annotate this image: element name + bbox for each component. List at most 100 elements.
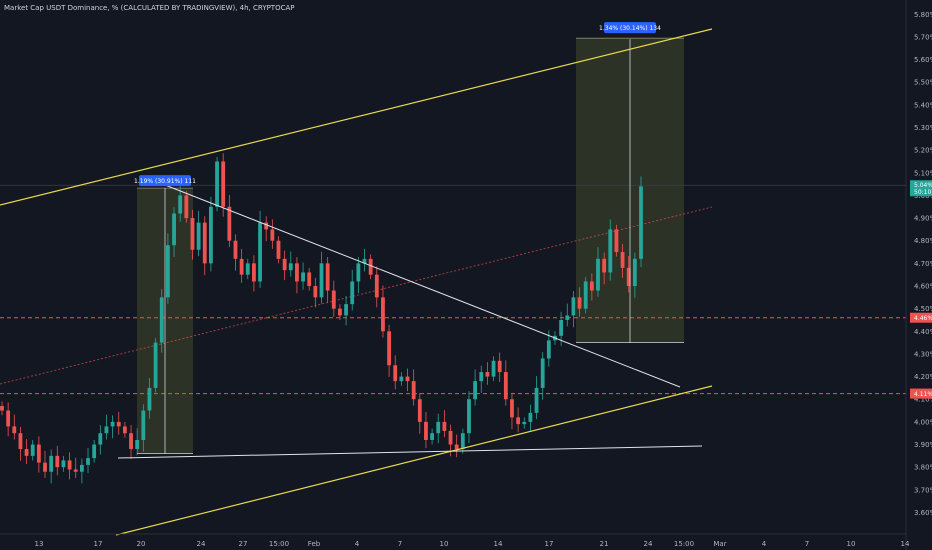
candle: [387, 324, 391, 378]
candle: [460, 428, 465, 454]
candle: [430, 428, 435, 445]
candle: [301, 262, 305, 290]
candle-body: [454, 444, 459, 450]
x-tick-label: 27: [239, 540, 248, 548]
candle: [583, 276, 588, 314]
candle: [295, 257, 299, 294]
candle-body: [282, 258, 287, 271]
candle: [208, 196, 213, 272]
last-price-badge: [910, 180, 932, 197]
candle: [454, 434, 459, 458]
x-tick-label: 17: [545, 540, 554, 548]
candle-body: [473, 381, 478, 400]
candle: [522, 417, 527, 429]
candle-body: [30, 444, 35, 456]
candle: [122, 421, 127, 438]
candle: [436, 413, 441, 444]
candle-body: [122, 426, 127, 434]
candle-body: [442, 421, 447, 431]
candle-body: [491, 360, 496, 377]
candle: [503, 360, 508, 406]
candle-body: [233, 240, 238, 259]
price-level-badge-2: [910, 388, 932, 399]
candle-body: [356, 263, 361, 282]
candle: [233, 234, 238, 271]
candle: [159, 289, 164, 353]
candle: [571, 290, 576, 328]
y-tick-label: 4.50%: [914, 305, 932, 313]
candle: [153, 338, 158, 393]
candle: [368, 254, 373, 280]
candle: [12, 414, 17, 440]
candle: [528, 404, 533, 432]
candle-body: [620, 252, 625, 268]
x-tick-label: 15:00: [674, 540, 694, 548]
x-tick-label: Mar: [713, 540, 726, 548]
candle: [540, 352, 545, 400]
candle: [589, 273, 594, 301]
candle-body: [55, 455, 60, 468]
candle: [491, 356, 496, 382]
candle-body: [43, 462, 47, 472]
candle: [319, 251, 324, 304]
candle-body: [227, 206, 232, 241]
candle-body: [467, 399, 471, 434]
candle-body: [368, 258, 373, 275]
y-tick-label: 5.60%: [914, 56, 932, 64]
candle: [350, 269, 355, 311]
candle-body: [522, 421, 527, 425]
candle-body: [135, 440, 140, 450]
y-tick-label: 4.00%: [914, 418, 932, 426]
last-price-countdown: 50:10: [914, 189, 931, 196]
y-tick-label: 5.20%: [914, 147, 932, 155]
channel-lower-line: [115, 385, 713, 536]
y-tick-label: 4.70%: [914, 260, 932, 268]
y-tick-label: 3.60%: [914, 509, 932, 517]
candle-body: [632, 258, 637, 287]
x-tick-label: 4: [762, 540, 767, 548]
candle-body: [417, 399, 422, 422]
candle: [116, 411, 121, 435]
candle: [338, 304, 342, 320]
y-tick-label: 4.10%: [914, 396, 932, 404]
y-tick-label: 4.40%: [914, 328, 932, 336]
candle-body: [276, 240, 281, 259]
candle-body: [596, 258, 600, 291]
candle: [411, 369, 416, 406]
x-tick-label: 21: [600, 540, 609, 548]
candle: [215, 156, 219, 212]
candle-body: [92, 444, 97, 459]
candle-body: [381, 297, 385, 332]
candle-body: [202, 222, 207, 264]
candle-body: [239, 258, 244, 275]
chart-title: Market Cap USDT Dominance, % (CALCULATED…: [4, 4, 295, 12]
candle-body: [36, 444, 41, 463]
candle: [141, 404, 146, 452]
candle-body: [129, 433, 133, 450]
candle: [98, 425, 103, 455]
candle: [639, 176, 643, 267]
candle-body: [540, 358, 545, 388]
candle-body: [583, 281, 588, 309]
candle-body: [424, 421, 428, 441]
candle-body: [516, 417, 521, 425]
candle: [73, 457, 78, 479]
candle: [18, 426, 23, 461]
candle: [55, 445, 60, 476]
x-tick-label: 7: [805, 540, 809, 548]
candle-body: [344, 304, 348, 316]
candle-body: [497, 360, 502, 373]
candle: [596, 247, 600, 297]
candle: [196, 210, 201, 257]
candle-body: [307, 272, 312, 287]
candle-body: [393, 365, 398, 382]
candle-body: [98, 433, 103, 445]
candle: [288, 251, 293, 277]
candle-body: [589, 281, 594, 291]
y-tick-label: 3.70%: [914, 486, 932, 494]
candle: [147, 377, 152, 419]
candle: [86, 448, 90, 474]
